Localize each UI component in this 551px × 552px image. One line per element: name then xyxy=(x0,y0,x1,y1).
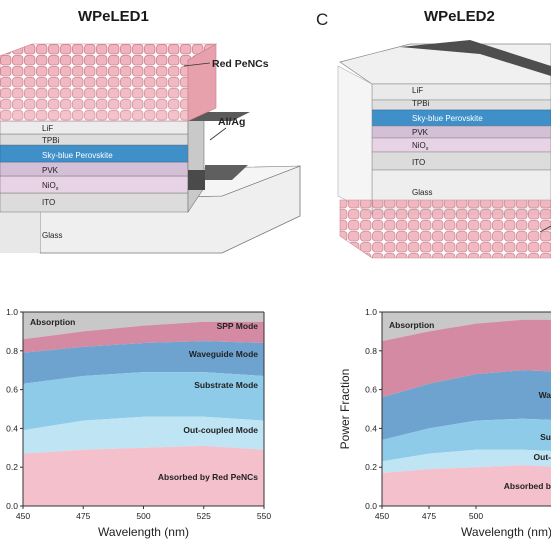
outcoupled-mode-region xyxy=(23,416,264,454)
device2-layer-lif: LiF xyxy=(412,86,423,95)
region-label: Wa xyxy=(539,390,551,400)
title-wpeled1: WPeLED1 xyxy=(78,8,149,25)
y-tick-label: 0.0 xyxy=(365,501,377,511)
x-tick-label: 475 xyxy=(76,511,90,521)
x-axis-label: Wavelength (nm) xyxy=(98,525,189,539)
x-tick-label: 550 xyxy=(257,511,271,521)
device1-layer-glass: Glass xyxy=(42,231,62,240)
absorbed-red-region xyxy=(23,445,264,506)
y-tick-label: 0.6 xyxy=(365,385,377,395)
device1-layer-pvk: PVK xyxy=(42,166,59,175)
x-tick-label: 500 xyxy=(469,511,483,521)
chart-areas-0 xyxy=(23,312,264,506)
region-label: Su xyxy=(540,432,551,442)
y-tick-label: 0.4 xyxy=(6,423,18,433)
y-axis-label: Power Fraction xyxy=(338,369,352,450)
device1-electrode xyxy=(188,112,250,190)
absorbed-red-region xyxy=(382,465,551,506)
substrate-mode-region xyxy=(23,372,264,431)
outcoupled-mode-region xyxy=(382,449,551,473)
substrate-mode-region xyxy=(382,418,551,462)
y-tick-label: 0.8 xyxy=(6,346,18,356)
absorption-region xyxy=(382,312,551,342)
region-label: Absorption xyxy=(30,317,75,327)
waveguide-mode-region xyxy=(382,370,551,440)
device1-layer-lif: LiF xyxy=(42,124,53,133)
device2-schematic xyxy=(337,40,551,259)
region-label: SPP Mode xyxy=(217,321,259,331)
region-label: Absorbed b xyxy=(504,481,551,491)
spp-mode-region xyxy=(23,321,264,353)
y-tick-label: 0.6 xyxy=(6,385,18,395)
region-label: Absorbed by Red PeNCs xyxy=(158,472,258,482)
y-tick-label: 0.4 xyxy=(365,423,377,433)
x-tick-label: 475 xyxy=(422,511,436,521)
device1-layer-stack xyxy=(0,111,205,213)
device1-layer-ito: ITO xyxy=(42,198,55,207)
x-tick-label: 450 xyxy=(375,511,389,521)
region-label: Out- xyxy=(534,452,551,462)
x-axis-label: Wavelength (nm) xyxy=(461,525,551,539)
y-tick-label: 0.2 xyxy=(6,462,18,472)
y-tick-label: 0.0 xyxy=(6,501,18,511)
electrode-label: Al/Ag xyxy=(218,116,245,128)
device1-layer-perovskite: Sky-blue Perovskite xyxy=(42,151,113,160)
chart-areas-1 xyxy=(382,312,551,506)
region-label: Waveguide Mode xyxy=(189,349,258,359)
spp-mode-region xyxy=(382,319,551,398)
device2-layer-glass: Glass xyxy=(412,188,432,197)
title-wpeled2: WPeLED2 xyxy=(424,8,495,25)
y-tick-label: 1.0 xyxy=(365,307,377,317)
device2-layer-perovskite: Sky-blue Perovskite xyxy=(412,114,483,123)
device2-layer-pvk: PVK xyxy=(412,128,429,137)
y-tick-label: 0.2 xyxy=(365,462,377,472)
device2-layer-nio: NiOx xyxy=(412,141,429,152)
device1-layer-tpbi: TPBi xyxy=(42,136,60,145)
x-tick-label: 500 xyxy=(136,511,150,521)
red-pencs-label: Red PeNCs xyxy=(212,58,269,70)
device2-layer-ito: ITO xyxy=(412,158,425,167)
waveguide-mode-region xyxy=(23,341,264,384)
device1-layer-nio: NiOx xyxy=(42,181,59,192)
device1-red-pencs xyxy=(0,43,218,122)
y-tick-label: 0.8 xyxy=(365,346,377,356)
x-tick-label: 450 xyxy=(16,511,30,521)
panel-letter-c: C xyxy=(316,10,329,29)
region-label: Absorption xyxy=(389,320,434,330)
region-label: Out-coupled Mode xyxy=(183,425,258,435)
y-tick-label: 1.0 xyxy=(6,307,18,317)
x-tick-label: 525 xyxy=(197,511,211,521)
device2-layer-tpbi: TPBi xyxy=(412,99,430,108)
region-label: Substrate Mode xyxy=(194,380,258,390)
